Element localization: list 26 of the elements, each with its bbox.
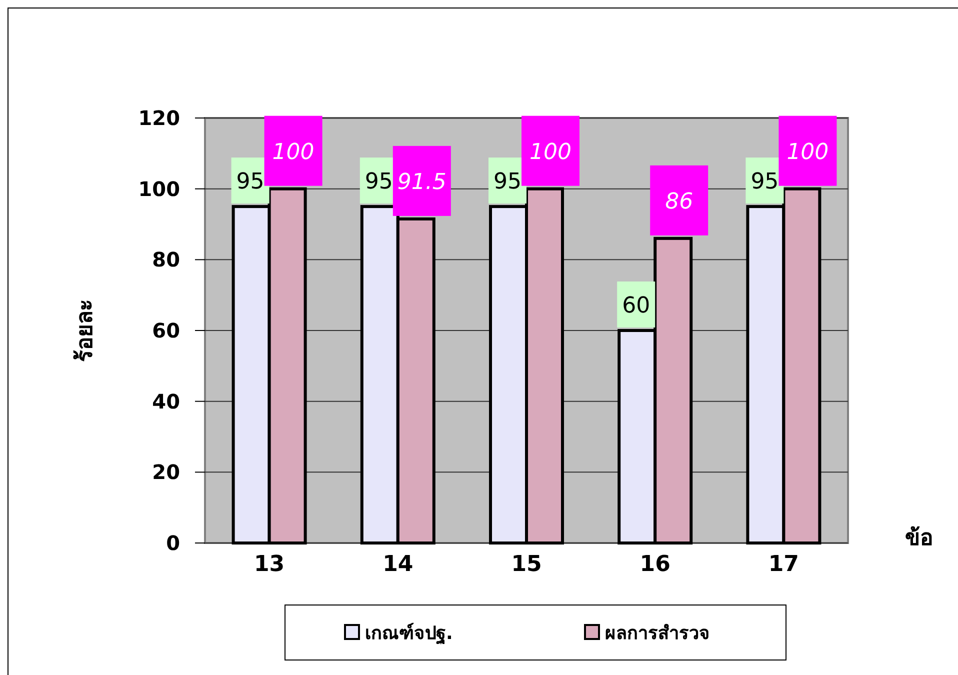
data-label: 86 [665,189,694,214]
x-tick-label: 14 [382,552,414,577]
y-tick-label: 100 [138,176,180,201]
x-tick-label: 16 [640,552,670,577]
y-tick-label: 0 [166,531,180,555]
x-axis-title: ข้อ [905,526,933,551]
x-tick-label: 15 [511,552,542,577]
data-label: 100 [786,140,829,165]
data-label: 95 [236,170,264,195]
x-tick-label: 17 [768,552,800,577]
y-tick-label: 120 [138,106,180,130]
data-label: 100 [272,140,314,165]
data-label: 95 [364,170,393,195]
x-tick-label: 13 [254,552,285,577]
data-label: 91.5 [397,170,446,195]
y-axis-title: ร้อยละ [73,299,98,362]
legend-label: เกณฑ์จปฐ. [365,622,453,645]
y-tick-label: 20 [152,460,180,484]
data-label: 100 [530,140,572,165]
legend-label: ผลการสำรวจ [605,623,710,644]
y-tick-label: 40 [152,389,180,414]
data-label: 95 [750,170,779,195]
y-tick-label: 80 [152,248,180,272]
data-label: 95 [494,170,522,195]
y-tick-label: 60 [152,318,180,342]
data-label: 60 [622,294,650,318]
